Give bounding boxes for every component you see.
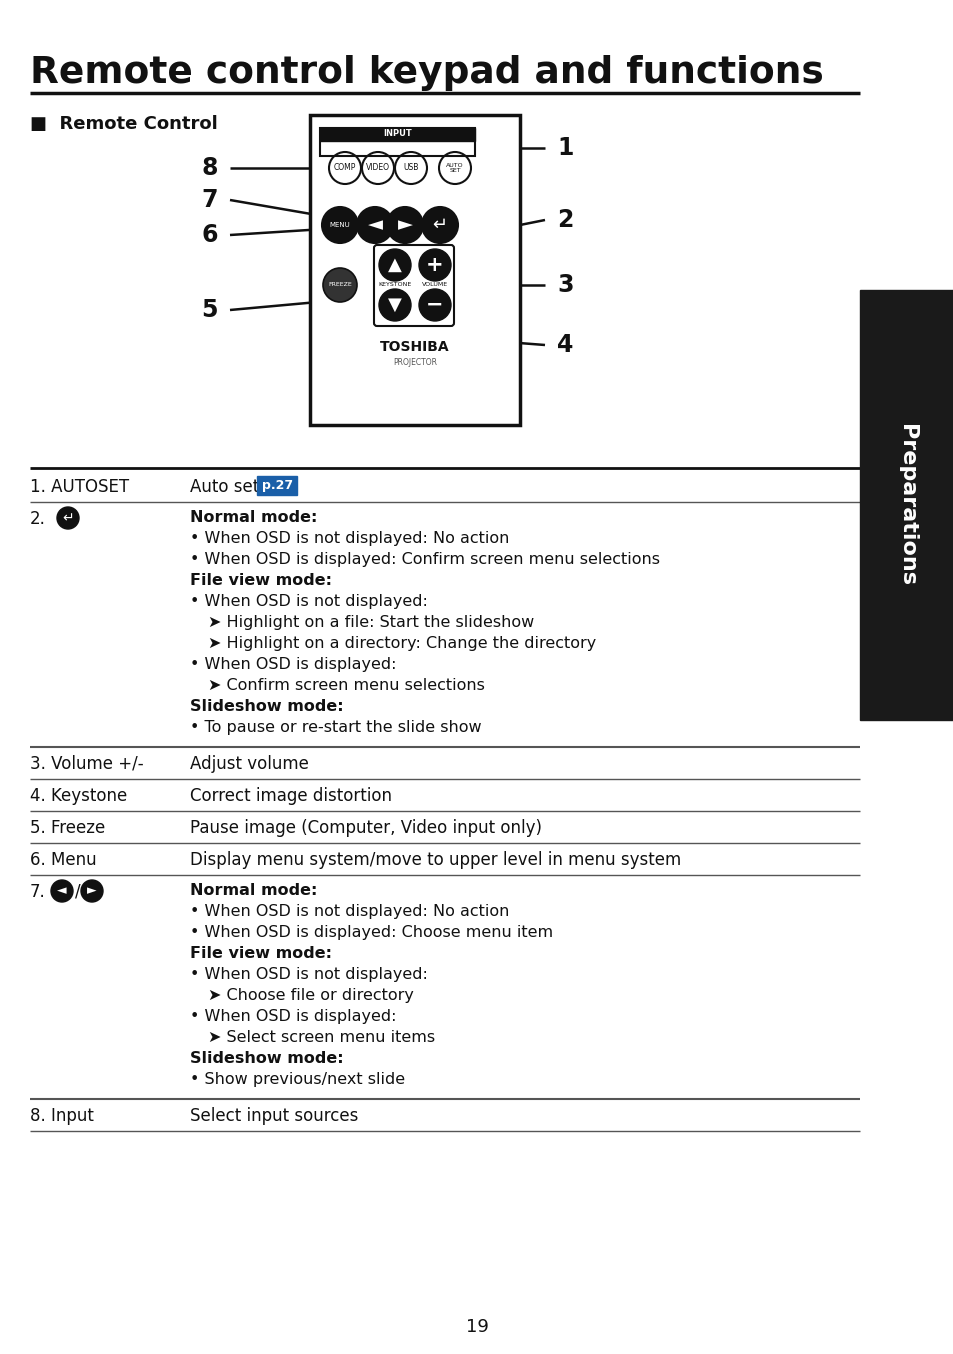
Text: • When OSD is displayed: Choose menu item: • When OSD is displayed: Choose menu ite…	[190, 925, 553, 940]
Circle shape	[329, 152, 360, 184]
Text: Normal mode:: Normal mode:	[190, 510, 317, 525]
Text: 2: 2	[557, 209, 573, 232]
Text: KEYSTONE: KEYSTONE	[378, 283, 411, 287]
Text: 5. Freeze: 5. Freeze	[30, 819, 105, 837]
Circle shape	[418, 249, 451, 282]
Text: ➤ Highlight on a directory: Change the directory: ➤ Highlight on a directory: Change the d…	[208, 636, 596, 651]
Text: +: +	[426, 255, 443, 275]
Circle shape	[418, 288, 451, 321]
Text: 3. Volume +/-: 3. Volume +/-	[30, 756, 144, 773]
Text: 7: 7	[201, 188, 218, 213]
Text: ➤ Highlight on a file: Start the slideshow: ➤ Highlight on a file: Start the slidesh…	[208, 615, 534, 630]
Text: /: /	[75, 881, 81, 900]
Text: • Show previous/next slide: • Show previous/next slide	[190, 1072, 405, 1087]
Text: ➤ Confirm screen menu selections: ➤ Confirm screen menu selections	[208, 678, 484, 693]
Text: 4. Keystone: 4. Keystone	[30, 787, 127, 806]
Text: • When OSD is displayed:: • When OSD is displayed:	[190, 657, 396, 672]
Text: • When OSD is not displayed: No action: • When OSD is not displayed: No action	[190, 531, 509, 546]
Circle shape	[421, 207, 457, 242]
Circle shape	[51, 880, 73, 902]
Text: AUTO
SET: AUTO SET	[446, 162, 463, 173]
Text: PROJECTOR: PROJECTOR	[393, 357, 436, 367]
Text: 7.: 7.	[30, 883, 46, 900]
Text: ■  Remote Control: ■ Remote Control	[30, 115, 217, 133]
Text: 2.: 2.	[30, 510, 46, 528]
Text: • When OSD is not displayed:: • When OSD is not displayed:	[190, 967, 428, 982]
Text: ▼: ▼	[388, 297, 401, 314]
Text: p.27: p.27	[262, 479, 293, 492]
Text: ↵: ↵	[432, 217, 447, 234]
Text: 19: 19	[465, 1317, 488, 1336]
Text: 4: 4	[557, 333, 573, 357]
Circle shape	[361, 152, 394, 184]
Text: COMP: COMP	[334, 164, 355, 172]
Text: VIDEO: VIDEO	[366, 164, 390, 172]
Text: 5: 5	[201, 298, 218, 322]
Circle shape	[322, 207, 357, 242]
Text: Normal mode:: Normal mode:	[190, 883, 317, 898]
Circle shape	[395, 152, 427, 184]
Text: Slideshow mode:: Slideshow mode:	[190, 1051, 343, 1066]
Text: Remote control keypad and functions: Remote control keypad and functions	[30, 56, 822, 91]
Text: Select input sources: Select input sources	[190, 1108, 358, 1125]
Circle shape	[378, 288, 411, 321]
Text: ►: ►	[397, 215, 412, 234]
Text: FREEZE: FREEZE	[328, 283, 352, 287]
Bar	[310, 115, 519, 425]
Bar	[257, 477, 297, 496]
Bar	[319, 129, 475, 156]
Text: ►: ►	[87, 884, 96, 898]
Text: USB: USB	[403, 164, 418, 172]
Text: 6: 6	[201, 223, 218, 246]
Bar	[319, 129, 475, 141]
Text: Adjust volume: Adjust volume	[190, 756, 309, 773]
Text: Auto set: Auto set	[190, 478, 264, 496]
Text: MENU: MENU	[330, 222, 350, 227]
Text: 8. Input: 8. Input	[30, 1108, 93, 1125]
Text: File view mode:: File view mode:	[190, 946, 332, 961]
FancyBboxPatch shape	[374, 245, 454, 326]
Circle shape	[323, 268, 356, 302]
Text: 1. AUTOSET: 1. AUTOSET	[30, 478, 129, 496]
Text: • When OSD is not displayed: No action: • When OSD is not displayed: No action	[190, 904, 509, 919]
Circle shape	[438, 152, 471, 184]
Text: • When OSD is displayed:: • When OSD is displayed:	[190, 1009, 396, 1024]
Text: INPUT: INPUT	[383, 130, 412, 138]
Text: Pause image (Computer, Video input only): Pause image (Computer, Video input only)	[190, 819, 541, 837]
Text: • To pause or re-start the slide show: • To pause or re-start the slide show	[190, 720, 481, 735]
Circle shape	[356, 207, 393, 242]
Text: 6. Menu: 6. Menu	[30, 852, 96, 869]
Text: ➤ Select screen menu items: ➤ Select screen menu items	[208, 1030, 435, 1045]
Circle shape	[57, 506, 79, 529]
Text: Display menu system/move to upper level in menu system: Display menu system/move to upper level …	[190, 852, 680, 869]
Circle shape	[387, 207, 422, 242]
Circle shape	[378, 249, 411, 282]
Text: Correct image distortion: Correct image distortion	[190, 787, 392, 806]
Text: 1: 1	[557, 135, 573, 160]
Text: ➤ Choose file or directory: ➤ Choose file or directory	[208, 988, 414, 1003]
Text: ▲: ▲	[388, 256, 401, 274]
Circle shape	[81, 880, 103, 902]
Text: 8: 8	[201, 156, 218, 180]
Text: • When OSD is not displayed:: • When OSD is not displayed:	[190, 594, 428, 609]
Bar	[859, 290, 953, 720]
Text: Preparations: Preparations	[896, 424, 916, 586]
Text: File view mode:: File view mode:	[190, 573, 332, 588]
Text: • When OSD is displayed: Confirm screen menu selections: • When OSD is displayed: Confirm screen …	[190, 552, 659, 567]
Text: ◄: ◄	[57, 884, 67, 898]
Text: −: −	[426, 295, 443, 315]
Text: TOSHIBA: TOSHIBA	[380, 340, 450, 353]
Text: VOLUME: VOLUME	[421, 283, 448, 287]
Text: ◄: ◄	[367, 215, 382, 234]
Text: Slideshow mode:: Slideshow mode:	[190, 699, 343, 714]
Text: ↵: ↵	[62, 510, 73, 525]
Text: 3: 3	[557, 274, 573, 297]
